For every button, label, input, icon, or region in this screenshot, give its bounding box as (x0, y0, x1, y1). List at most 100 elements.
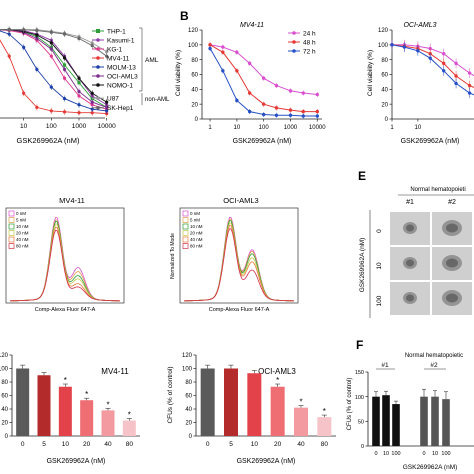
aml-group-label: AML (145, 57, 159, 64)
y-tick-label: 20 (191, 102, 198, 108)
data-point (261, 112, 266, 117)
data-point (62, 56, 67, 60)
data-point (247, 61, 252, 66)
y-tick-label: 40 (381, 88, 388, 94)
x-tick-label: 0 (374, 451, 377, 457)
x-tick-label: 1 (208, 125, 212, 131)
data-point (22, 45, 26, 49)
data-point (247, 109, 252, 114)
data-point (274, 83, 279, 88)
legend-swatch (8, 223, 15, 230)
significance-star: * (299, 398, 302, 407)
data-point (221, 45, 225, 49)
legend-swatch (8, 217, 15, 223)
y-tick-label: 80 (185, 380, 192, 386)
data-point (390, 43, 394, 47)
legend-swatch (182, 236, 189, 243)
legend-swatch (182, 230, 189, 236)
panel-d-mv411-y-ticks: 0 20 40 60 80 100 120 (0, 353, 12, 440)
panel-c-ociaml3-title: OCI-AML3 (223, 196, 258, 205)
colony-core (406, 259, 414, 267)
data-point (77, 103, 81, 107)
panel-b-mv411-legend: 24 h 48 h 72 h (288, 30, 316, 55)
data-point (49, 30, 53, 34)
data-point (416, 49, 420, 53)
y-tick-label: 60 (381, 73, 388, 79)
data-point (105, 109, 109, 113)
y-tick-label: 60 (185, 394, 192, 400)
data-point (261, 102, 266, 106)
data-point (288, 89, 293, 93)
panel-f-group-2: #2 (430, 362, 438, 369)
data-point (49, 41, 53, 45)
data-point (428, 46, 432, 51)
x-tick-label: 100 (259, 125, 270, 131)
bar-100 (392, 404, 400, 446)
y-tick-label: 0 (189, 434, 193, 440)
panel-c-ociaml3-frame (179, 207, 299, 304)
panel-f-ylabel: CFUs (% of control) (347, 378, 353, 431)
legend-label: MOLM-13 (107, 64, 136, 71)
data-point (442, 52, 446, 56)
y-tick-label: 100 (188, 43, 199, 49)
y-tick-label: 80 (381, 58, 388, 64)
y-tick-label: 0 (195, 117, 199, 123)
legend-swatch (182, 217, 189, 223)
series-line-72-h (391, 44, 474, 96)
x-tick-label: 10 (62, 441, 70, 448)
data-point (467, 83, 472, 88)
y-tick-label: 20 (1, 421, 8, 427)
y-tick-label: 20 (381, 102, 388, 108)
legend-label: Kasumi-1 (107, 37, 135, 44)
data-point (62, 96, 67, 101)
x-tick-label: 20 (274, 441, 282, 448)
data-point (49, 47, 53, 51)
legend-swatch (182, 210, 189, 217)
panel-b-mv411-y-ticks: 0 20 40 60 80 100 120 (188, 28, 202, 123)
significance-star: * (323, 407, 326, 416)
legend-label: 10 nM (190, 224, 203, 229)
legend-marker (96, 47, 100, 51)
bar-0 (372, 396, 380, 446)
data-point (90, 91, 94, 95)
y-tick-label: 80 (1, 380, 8, 386)
bar-10 (58, 386, 72, 436)
panel-d-mv411: MV4-11 0 20 40 60 80 100 120 0 5 * 10 * 20 * 40 * 80 GS… (0, 353, 140, 465)
significance-star: * (106, 400, 109, 409)
legend-label: 0 nM (16, 211, 26, 216)
data-point (428, 56, 432, 60)
data-point (77, 94, 81, 98)
colony-core (406, 224, 414, 232)
data-point (454, 74, 458, 78)
bar-20 (80, 400, 94, 436)
panel-c-mv411-title: MV4-11 (59, 196, 85, 205)
data-point (62, 76, 67, 80)
y-tick-label: 60 (1, 394, 8, 400)
panel-f-group-1: #1 (381, 362, 389, 369)
panel-b-mv411-xlabel: GSK269962A (nM) (233, 138, 292, 145)
legend-swatch (8, 230, 15, 236)
legend-label: 5 nM (16, 218, 26, 223)
x-tick-label: 80 (321, 441, 329, 448)
data-point (315, 114, 319, 118)
panel-a-legend: THP-1 Kasumi-1 KG-1 MV4-11 MOLM-13 OCI-AML3 NO… (92, 28, 138, 112)
panel-d-ociaml3-bars: 0 5 10 * 20 * 40 * 80 (200, 364, 332, 448)
legend-label: 40 nM (16, 237, 29, 242)
data-point (467, 91, 472, 95)
x-tick-label: 100 (441, 451, 450, 457)
data-point (62, 67, 67, 72)
data-point (208, 43, 212, 47)
histogram-80-nM (9, 229, 121, 302)
panel-b-mv411-plot (208, 42, 319, 119)
y-tick-label: 120 (188, 28, 199, 34)
data-point (288, 108, 293, 112)
data-point (22, 28, 26, 32)
colony-core (446, 223, 458, 233)
histogram-80-nM (183, 228, 295, 302)
significance-star: * (276, 376, 279, 385)
x-tick-label: 100 (391, 451, 400, 457)
data-point (288, 113, 293, 117)
y-tick-label: 0 (5, 434, 9, 440)
data-point (90, 111, 94, 115)
